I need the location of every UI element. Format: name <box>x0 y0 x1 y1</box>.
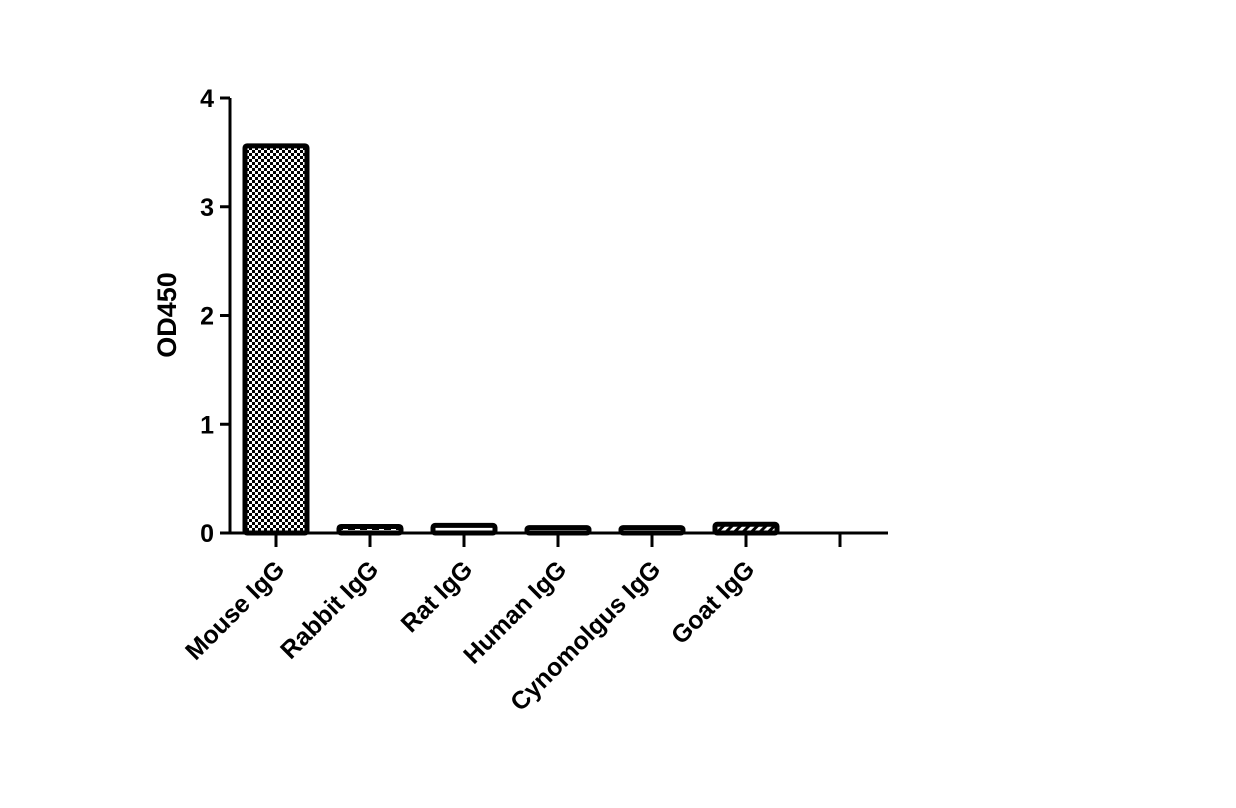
y-tick-label: 0 <box>200 520 214 548</box>
x-tick-label: Rat IgG <box>396 555 479 638</box>
bar <box>242 143 310 536</box>
y-tick-label: 3 <box>200 194 214 222</box>
y-tick-label: 2 <box>200 303 214 331</box>
x-tick-label: Mouse IgG <box>180 555 290 665</box>
y-axis-label: OD450 <box>152 272 182 358</box>
x-tick-label: Rabbit IgG <box>275 555 384 664</box>
y-tick-label: 4 <box>200 85 214 113</box>
x-tick-label: Goat IgG <box>666 555 760 649</box>
y-tick-label: 1 <box>200 411 214 439</box>
